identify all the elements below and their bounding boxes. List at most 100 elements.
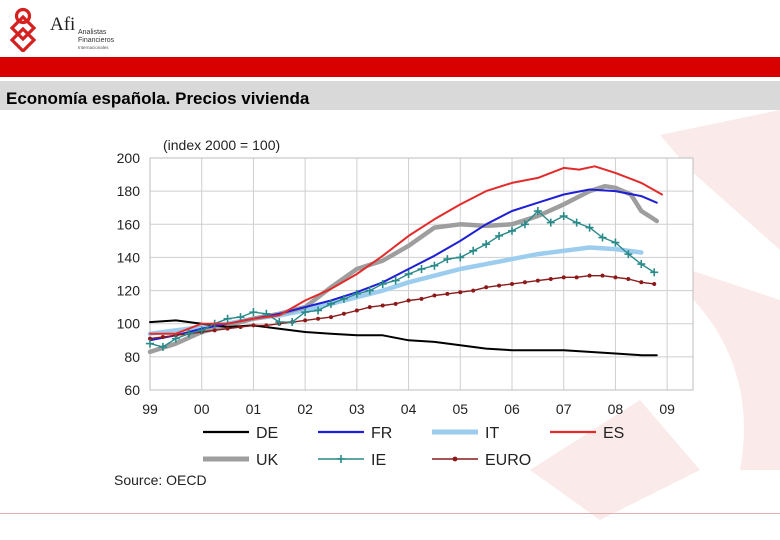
header-red-bar <box>0 57 780 77</box>
x-tick-label: 03 <box>349 401 365 417</box>
point-ie <box>236 313 245 322</box>
legend-item-de: DE <box>203 425 278 442</box>
point-ie <box>598 233 607 242</box>
legend-label-it: IT <box>485 425 499 442</box>
series-line-euro <box>149 275 655 340</box>
point-euro <box>160 334 165 339</box>
y-tick-label: 60 <box>124 382 140 398</box>
y-tick-label: 180 <box>117 183 141 199</box>
point-euro <box>471 288 476 293</box>
y-tick-label: 140 <box>117 249 141 265</box>
legend-label-ie: IE <box>371 452 386 469</box>
point-ie <box>443 255 452 264</box>
point-ie <box>288 318 297 327</box>
point-euro <box>574 275 579 280</box>
legend: DE FR IT ES UK IE EURO <box>203 425 624 469</box>
point-euro <box>613 275 618 280</box>
page-title: Economía española. Precios vivienda <box>6 89 310 108</box>
point-euro <box>264 323 269 328</box>
point-euro <box>341 311 346 316</box>
point-euro <box>251 323 256 328</box>
point-ie <box>482 240 491 249</box>
x-tick-label: 04 <box>401 401 417 417</box>
chart-source: Source: OECD <box>114 472 207 488</box>
y-tick-label: 120 <box>117 283 141 299</box>
point-euro <box>458 290 463 295</box>
plot-border <box>149 157 694 391</box>
legend-item-es: ES <box>550 425 624 442</box>
point-ie <box>417 265 426 274</box>
legend-label-euro: EURO <box>485 452 531 469</box>
legend-item-uk: UK <box>203 452 279 469</box>
point-euro <box>367 305 372 310</box>
point-ie <box>223 314 232 323</box>
legend-label-uk: UK <box>256 452 279 469</box>
point-euro <box>380 303 385 308</box>
point-euro <box>329 315 333 320</box>
point-ie <box>146 339 154 348</box>
legend-item-it: IT <box>432 425 499 442</box>
point-euro <box>238 325 243 330</box>
point-ie <box>158 342 167 351</box>
point-ie <box>456 253 465 262</box>
series-line-de <box>149 319 658 357</box>
point-ie <box>650 268 659 277</box>
point-euro <box>522 280 527 285</box>
legend-item-fr: FR <box>318 425 392 442</box>
point-ie <box>249 308 258 317</box>
series-line-ie <box>149 210 655 348</box>
chart-title: (index 2000 = 100) <box>163 137 280 153</box>
x-tick-label: 07 <box>556 401 572 417</box>
logo: Afi Analistas Financieros Internacionale… <box>6 6 136 52</box>
point-ie <box>624 250 633 259</box>
point-ie <box>171 334 180 343</box>
point-ie <box>585 223 594 232</box>
legend-label-de: DE <box>256 425 278 442</box>
point-ie <box>572 218 581 227</box>
logo-knot-icon <box>9 7 37 52</box>
legend-label-fr: FR <box>371 425 392 442</box>
point-ie <box>327 299 335 308</box>
point-ie <box>533 207 542 216</box>
point-ie <box>508 226 516 235</box>
x-tick-label: 02 <box>297 401 313 417</box>
point-euro <box>626 276 631 281</box>
point-euro <box>445 291 450 296</box>
x-tick-label: 00 <box>194 401 210 417</box>
point-ie <box>559 212 568 220</box>
point-euro <box>354 308 359 313</box>
point-euro <box>432 293 437 298</box>
point-ie <box>430 261 439 270</box>
point-euro <box>535 278 540 283</box>
axis-layer: 60 80 100 120 140 160 180 200 99 00 01 02 03 04 05 06 07… <box>117 150 675 417</box>
point-euro <box>225 326 230 331</box>
point-euro <box>561 275 566 280</box>
logo-line-1: Analistas <box>78 29 107 36</box>
point-ie <box>391 276 400 285</box>
point-euro <box>497 283 502 288</box>
point-ie <box>275 318 284 327</box>
point-euro <box>548 276 553 281</box>
y-tick-label: 100 <box>117 316 141 332</box>
point-ie <box>404 270 413 278</box>
point-euro <box>510 281 514 286</box>
logo-line-2: Financieros <box>78 37 115 44</box>
point-euro <box>148 336 152 341</box>
logo-name: Afi <box>50 14 76 35</box>
x-tick-label: 06 <box>504 401 520 417</box>
x-tick-label: 01 <box>246 401 262 417</box>
point-euro <box>419 296 424 301</box>
legend-item-euro: EURO <box>432 452 531 469</box>
point-euro <box>652 281 657 286</box>
point-ie <box>352 289 361 298</box>
series-line-es <box>149 165 663 335</box>
y-tick-label: 200 <box>117 150 141 166</box>
x-tick-label: 05 <box>452 401 468 417</box>
bottom-rule <box>0 513 780 514</box>
point-ie <box>365 286 374 295</box>
point-euro <box>212 328 217 333</box>
y-tick-label: 80 <box>124 349 140 365</box>
x-tick-label: 99 <box>142 401 158 417</box>
